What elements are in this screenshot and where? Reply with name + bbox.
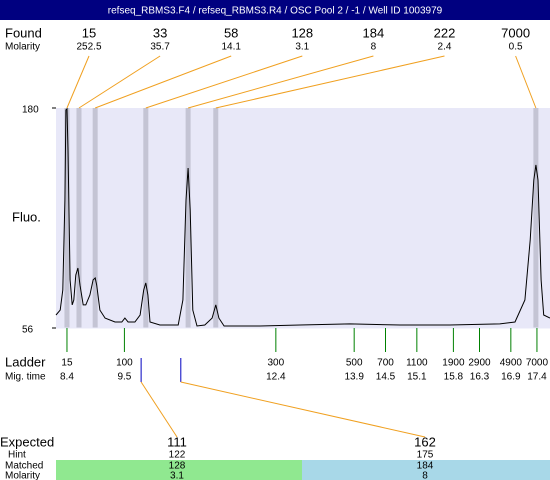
ladder-time: 12.4 [266, 372, 286, 383]
peak-molarity: 8 [371, 42, 377, 53]
ladder-time: 16.9 [501, 372, 521, 383]
molarity-label: Molarity [5, 42, 40, 53]
peak-connector [94, 55, 232, 109]
matched-size: 184 [417, 461, 434, 472]
peak-molarity: 3.1 [295, 42, 309, 53]
matched-bar-green [56, 460, 302, 480]
expected-label: Expected [0, 434, 54, 449]
ladder-time: 13.9 [344, 372, 364, 383]
matched-molarity: 3.1 [170, 471, 184, 480]
matched-bar-blue [302, 460, 550, 480]
expected-connector [180, 381, 426, 438]
molarity-row-label: Molarity [5, 471, 40, 480]
expected-connector [140, 381, 178, 438]
y-tick-label: 180 [22, 105, 39, 116]
plot-area [56, 108, 550, 328]
ladder-time: 15.8 [444, 372, 464, 383]
peak-size: 33 [153, 25, 167, 40]
peak-molarity: 14.1 [221, 42, 241, 53]
ladder-size: 4900 [500, 358, 523, 369]
hint-label: Hint [8, 450, 26, 461]
expected-size: 111 [167, 434, 187, 449]
peak-size: 128 [291, 25, 313, 40]
peak-molarity: 0.5 [509, 42, 523, 53]
peak-size: 7000 [501, 25, 530, 40]
peak-molarity: 252.5 [76, 42, 101, 53]
ladder-label: Ladder [5, 354, 46, 369]
ladder-time: 15.1 [407, 372, 427, 383]
hint-size: 122 [169, 450, 186, 461]
title-bar [0, 0, 550, 20]
ladder-time: 17.4 [527, 372, 547, 383]
y-axis-label: Fluo. [12, 209, 41, 224]
ladder-size: 2900 [468, 358, 491, 369]
found-label: Found [5, 25, 42, 40]
ladder-time: 9.5 [117, 372, 131, 383]
peak-connector [515, 55, 537, 109]
peak-band [533, 108, 539, 328]
mig-time-label: Mig. time [5, 372, 46, 383]
peak-band [185, 108, 191, 328]
ladder-size: 300 [268, 358, 285, 369]
ladder-size: 1100 [406, 358, 428, 369]
peak-band [143, 108, 149, 328]
peak-molarity: 2.4 [438, 42, 452, 53]
peak-band [76, 108, 82, 328]
matched-size: 128 [169, 461, 186, 472]
ladder-size: 15 [61, 358, 73, 369]
ladder-size: 700 [377, 358, 394, 369]
ladder-time: 16.3 [470, 372, 490, 383]
hint-size: 175 [417, 450, 434, 461]
ladder-size: 1900 [442, 358, 465, 369]
ladder-time: 14.5 [376, 372, 396, 383]
peak-connector [145, 55, 303, 109]
peak-connector [215, 55, 445, 109]
matched-label: Matched [5, 461, 43, 472]
ladder-time: 8.4 [60, 372, 74, 383]
peak-connector [187, 55, 374, 109]
peak-size: 58 [224, 25, 238, 40]
peak-band [64, 108, 70, 328]
peak-connector [66, 55, 90, 109]
y-tick-label: 56 [22, 325, 34, 336]
ladder-size: 7000 [526, 358, 549, 369]
expected-size: 162 [414, 434, 436, 449]
peak-band [92, 108, 98, 328]
peak-size: 222 [434, 25, 456, 40]
peak-band [213, 108, 219, 328]
peak-connector [78, 55, 161, 109]
ladder-size: 100 [116, 358, 133, 369]
matched-molarity: 8 [422, 471, 428, 480]
ladder-size: 500 [346, 358, 363, 369]
title: refseq_RBMS3.F4 / refseq_RBMS3.R4 / OSC … [108, 6, 443, 17]
peak-size: 184 [363, 25, 385, 40]
trace [55, 107, 550, 327]
peak-size: 15 [82, 25, 96, 40]
peak-molarity: 35.7 [150, 42, 170, 53]
